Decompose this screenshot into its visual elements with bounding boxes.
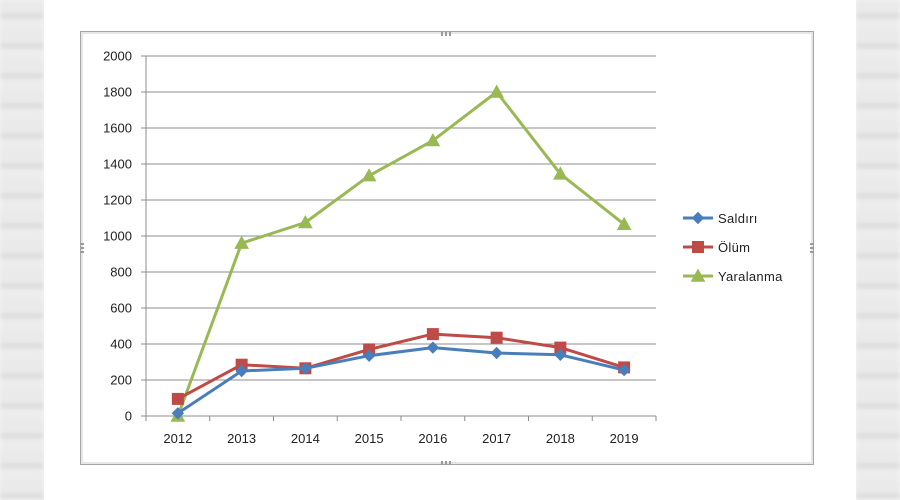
series-line — [176, 90, 626, 417]
data-point — [554, 348, 567, 362]
legend: Saldırı Ölüm Yaralanma — [683, 211, 783, 284]
series-line — [177, 332, 625, 401]
data-point — [490, 331, 503, 344]
data-point — [171, 407, 185, 420]
data-point — [616, 216, 632, 230]
resize-handle-right[interactable] — [810, 243, 814, 253]
data-point — [361, 168, 377, 182]
data-point — [171, 392, 184, 405]
resize-handle-top[interactable] — [441, 32, 451, 36]
data-point — [489, 84, 504, 98]
data-point — [235, 364, 248, 378]
y-tick-label: 1400 — [103, 157, 132, 172]
blurred-background-left — [0, 0, 44, 500]
y-tick-label: 0 — [125, 409, 132, 424]
legend-marker — [691, 211, 705, 225]
legend-label: Ölüm — [718, 240, 750, 255]
y-tick-label: 600 — [110, 301, 132, 316]
data-point — [362, 349, 376, 362]
series-line — [177, 346, 625, 415]
data-point — [617, 363, 631, 377]
data-point — [426, 341, 440, 354]
y-tick-label: 800 — [110, 265, 132, 280]
y-tick-label: 1200 — [103, 193, 132, 208]
x-tick-label: 2012 — [163, 431, 192, 446]
gridlines — [146, 55, 656, 381]
y-tick-label: 1600 — [103, 121, 132, 136]
y-tick-label: 400 — [110, 337, 132, 352]
x-tick-label: 2014 — [291, 431, 320, 446]
y-tick-label: 2000 — [103, 49, 132, 64]
legend-marker — [692, 241, 704, 253]
y-tick-label: 1000 — [103, 229, 132, 244]
x-tick-label: 2019 — [610, 431, 639, 446]
axes — [141, 55, 657, 421]
series-1 — [171, 341, 631, 420]
tick-labels: 0 200 400 600 800 1000 1200 1400 1600 1800 2000 201… — [103, 49, 639, 447]
legend-label: Saldırı — [718, 211, 758, 226]
x-tick-label: 2017 — [482, 431, 511, 446]
blurred-background-right — [856, 0, 900, 500]
data-point — [299, 362, 312, 375]
legend-entry: Saldırı — [683, 211, 758, 226]
legend-entry: Yaralanma — [683, 268, 783, 284]
legend-marker — [690, 268, 706, 282]
data-point — [234, 235, 249, 249]
x-tick-label: 2018 — [546, 431, 575, 446]
x-tick-label: 2016 — [418, 431, 447, 446]
resize-handle-bottom[interactable] — [441, 461, 451, 465]
data-point — [553, 166, 568, 180]
series-3 — [170, 84, 632, 422]
data-point — [490, 346, 503, 360]
x-tick-label: 2013 — [227, 431, 256, 446]
y-tick-label: 200 — [110, 373, 132, 388]
data-point — [425, 133, 441, 147]
legend-entry: Ölüm — [683, 240, 750, 255]
x-tick-label: 2015 — [355, 431, 384, 446]
legend-label: Yaralanma — [718, 269, 783, 284]
y-tick-label: 1800 — [103, 85, 132, 100]
data-point — [298, 214, 313, 229]
series-group — [170, 84, 632, 422]
resize-handle-left[interactable] — [80, 243, 84, 253]
data-point — [426, 328, 439, 341]
